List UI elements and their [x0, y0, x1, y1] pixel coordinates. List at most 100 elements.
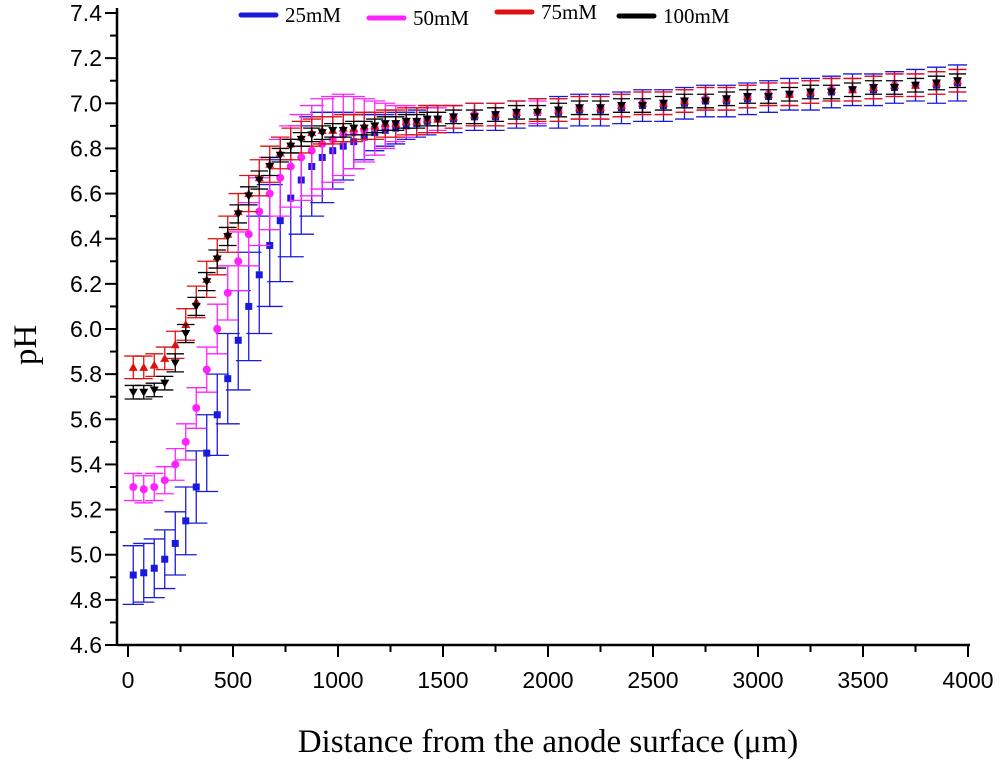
- data-point-circle: [150, 483, 159, 491]
- data-point-square: [203, 449, 211, 457]
- data-point-triangle-down: [149, 386, 159, 395]
- data-point-triangle-down: [170, 359, 180, 368]
- data-point-triangle-down: [338, 126, 348, 135]
- data-point-triangle-down: [743, 93, 752, 102]
- data-point-triangle-down: [317, 129, 327, 138]
- data-point-triangle-up: [128, 362, 138, 371]
- data-point-circle: [192, 404, 201, 412]
- x-axis-title: Distance from the anode surface (μm): [298, 724, 799, 760]
- y-tick-label: 6.2: [70, 271, 102, 297]
- y-tick-label: 6.0: [70, 316, 102, 342]
- data-point-triangle-down: [806, 88, 815, 97]
- data-point-triangle-down: [953, 77, 962, 86]
- data-point-triangle-down: [212, 255, 222, 264]
- x-tick-label: 1500: [417, 667, 468, 693]
- data-point-triangle-down: [701, 97, 710, 106]
- data-point-square: [161, 555, 169, 563]
- data-point-triangle-down: [307, 131, 317, 140]
- data-point-circle: [244, 230, 253, 239]
- legend-label-25mM: 25mM: [285, 3, 341, 27]
- data-point-triangle-down: [512, 108, 521, 117]
- data-point-triangle-down: [349, 124, 359, 133]
- data-point-triangle-down: [265, 162, 275, 171]
- y-tick-label: 6.4: [70, 226, 102, 252]
- data-point-triangle-down: [680, 97, 689, 106]
- data-point-triangle-down: [202, 278, 212, 287]
- data-point-triangle-down: [659, 99, 668, 108]
- y-tick-label: 5.4: [70, 451, 102, 477]
- data-point-triangle-down: [128, 388, 138, 397]
- data-point-triangle-down: [233, 210, 243, 219]
- data-point-square: [140, 569, 148, 577]
- data-point-triangle-down: [869, 83, 878, 92]
- data-point-triangle-down: [449, 113, 458, 122]
- y-tick-label: 5.2: [70, 497, 102, 523]
- y-axis-title: pH: [8, 325, 44, 365]
- data-point-square: [276, 217, 284, 225]
- y-tick-label: 6.8: [70, 135, 102, 161]
- data-point-triangle-down: [244, 192, 254, 201]
- data-point-triangle-down: [827, 88, 836, 97]
- axes: 4.6 4.8 5.0 5.2 5.4 5.6 5.8 6.0 6.2 6.4 6.6 6.8 7.0 7…: [70, 0, 994, 693]
- data-point-triangle-down: [380, 120, 390, 129]
- data-point-triangle-down: [254, 176, 264, 185]
- y-tick-label: 5.6: [70, 406, 102, 432]
- y-tick-label: 7.4: [70, 0, 102, 26]
- y-tick-label: 5.8: [70, 361, 102, 387]
- y-tick-label: 6.6: [70, 181, 102, 207]
- x-tick-label: 500: [214, 667, 252, 693]
- data-point-circle: [213, 325, 222, 333]
- data-point-triangle-down: [370, 122, 380, 131]
- x-tick-label: 1000: [312, 667, 363, 693]
- x-tick-label: 3000: [732, 667, 783, 693]
- data-point-circle: [139, 485, 148, 494]
- data-point-circle: [129, 483, 138, 491]
- data-point-square: [224, 375, 232, 383]
- data-point-triangle-down: [433, 115, 443, 124]
- x-tick-label: 2000: [522, 667, 573, 693]
- series-50mM: [124, 68, 967, 504]
- data-point-circle: [181, 437, 190, 446]
- data-point-triangle-down: [596, 104, 605, 113]
- legend-label-75mM: 75mM: [541, 0, 597, 24]
- data-point-triangle-down: [328, 126, 338, 135]
- data-point-square: [234, 336, 242, 344]
- data-point-square: [171, 539, 179, 547]
- data-point-circle: [202, 365, 211, 374]
- y-tick-label: 7.2: [70, 45, 102, 71]
- data-point-triangle-down: [191, 302, 201, 311]
- data-point-square: [150, 564, 158, 572]
- x-tick-label: 0: [122, 667, 135, 693]
- data-point-triangle-down: [911, 81, 920, 90]
- data-point-triangle-up: [149, 360, 159, 369]
- data-point-square: [192, 483, 200, 491]
- x-tick-label: 3500: [837, 667, 888, 693]
- data-point-triangle-down: [401, 117, 411, 126]
- y-tick-label: 4.8: [70, 587, 102, 613]
- data-point-triangle-down: [359, 124, 369, 133]
- data-point-circle: [160, 476, 169, 485]
- data-point-triangle-down: [139, 388, 149, 397]
- data-point-triangle-down: [638, 102, 647, 111]
- legend: 25mM 50mM 75mM 100mM: [238, 0, 730, 30]
- data-point-triangle-down: [470, 113, 479, 122]
- data-point-square: [213, 411, 221, 419]
- data-point-triangle-down: [848, 86, 857, 95]
- series-75mM: [124, 68, 967, 380]
- data-point-circle: [171, 460, 180, 469]
- legend-label-50mM: 50mM: [413, 6, 469, 30]
- data-point-triangle-down: [181, 330, 191, 339]
- x-tick-label: 2500: [627, 667, 678, 693]
- data-point-triangle-up: [160, 353, 170, 362]
- data-point-triangle-down: [533, 108, 542, 117]
- data-point-triangle-up: [139, 362, 149, 371]
- data-point-triangle-up: [170, 340, 180, 349]
- y-tick-label: 7.0: [70, 90, 102, 116]
- legend-label-100mM: 100mM: [663, 4, 730, 28]
- data-point-triangle-down: [223, 232, 233, 241]
- plot-marks: [122, 64, 968, 606]
- y-tick-label: 5.0: [70, 542, 102, 568]
- data-point-triangle-down: [785, 90, 794, 99]
- data-point-triangle-down: [296, 135, 306, 144]
